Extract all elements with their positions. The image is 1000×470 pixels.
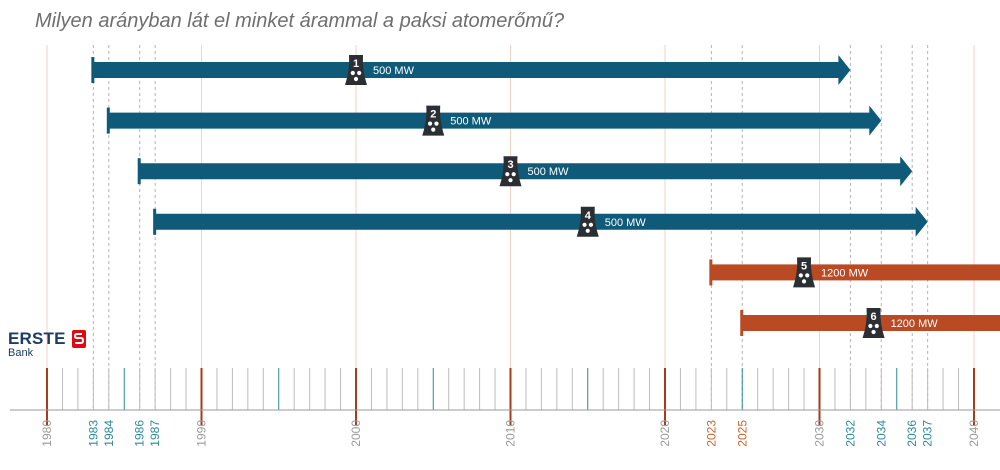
reactor-tower-icon	[499, 156, 522, 187]
reactor-tower-icon	[793, 257, 816, 288]
decade-tick-label: 2020	[658, 420, 672, 447]
radiation-symbol-icon	[871, 329, 876, 335]
logo-wordmark: ERSTE	[8, 329, 66, 348]
radiation-symbol-icon	[588, 222, 594, 227]
radiation-symbol-icon	[427, 121, 433, 126]
radiation-symbol-icon	[350, 70, 355, 76]
decade-tick-label: 1990	[195, 420, 209, 447]
decade-tick-label: 2010	[504, 420, 518, 447]
event-tick-label: 2034	[874, 420, 888, 447]
unit-bar	[711, 264, 1000, 281]
radiation-symbol-icon	[357, 70, 362, 76]
decade-tick-label: 2000	[349, 420, 363, 447]
radiation-symbol-icon	[585, 228, 590, 233]
event-tick-label: 1984	[102, 420, 116, 447]
event-tick-label: 2025	[735, 420, 749, 447]
radiation-symbol-icon	[874, 323, 879, 329]
bar-start-cap	[709, 259, 713, 286]
radiation-symbol-icon	[431, 127, 436, 132]
unit-bar-arrow	[93, 55, 851, 85]
radiation-symbol-icon	[801, 279, 807, 284]
bar-start-cap	[106, 107, 110, 134]
capacity-label: 1200 MW	[891, 318, 939, 330]
unit-number-label: 2	[430, 109, 436, 121]
erste-logo: ERSTE Bank	[8, 329, 86, 359]
bar-start-cap	[153, 208, 157, 235]
decade-tick-label: 1980	[40, 420, 54, 447]
unit-number-label: 4	[585, 210, 592, 222]
unit-bar-arrow	[108, 105, 882, 136]
radiation-symbol-icon	[582, 222, 587, 227]
event-tick-label: 2023	[704, 420, 718, 447]
capacity-label: 1200 MW	[821, 267, 869, 279]
logo-subtext: Bank	[8, 347, 34, 359]
radiation-symbol-icon	[868, 323, 873, 329]
reactor-tower-icon	[422, 105, 445, 136]
event-tick-label: 1983	[86, 420, 100, 447]
capacity-label: 500 MW	[528, 166, 570, 178]
radiation-symbol-icon	[353, 76, 359, 82]
radiation-symbol-icon	[505, 172, 510, 177]
unit-number-label: 3	[507, 159, 513, 171]
radiation-symbol-icon	[798, 273, 803, 278]
event-tick-label: 2037	[921, 420, 935, 447]
event-tick-label: 1986	[133, 420, 147, 447]
radiation-symbol-icon	[434, 121, 439, 126]
chart-title: Milyen arányban lát el minket árammal a …	[35, 10, 565, 32]
capacity-label: 500 MW	[450, 116, 492, 128]
decade-tick-label: 2030	[813, 420, 827, 447]
logo-s-mark-icon	[72, 330, 86, 348]
capacity-label: 500 MW	[605, 217, 647, 229]
unit-bar-arrow	[139, 156, 913, 187]
unit-number-label: 1	[353, 58, 359, 70]
unit-number-label: 6	[871, 311, 877, 323]
decade-tick-label: 2040	[967, 420, 981, 447]
bar-start-cap	[137, 158, 141, 185]
radiation-symbol-icon	[511, 172, 516, 177]
bar-start-cap	[91, 57, 95, 83]
reactor-tower-icon	[862, 308, 885, 338]
unit-bar-arrow	[155, 206, 928, 237]
reactor-tower-icon	[576, 206, 599, 237]
bar-start-cap	[740, 310, 744, 336]
event-tick-label: 2036	[905, 420, 919, 447]
radiation-symbol-icon	[805, 273, 810, 278]
radiation-symbol-icon	[508, 178, 513, 183]
event-tick-label: 1987	[148, 420, 162, 447]
reactor-tower-icon	[345, 55, 367, 85]
unit-number-label: 5	[801, 260, 807, 272]
capacity-label: 500 MW	[373, 65, 415, 77]
event-tick-label: 2032	[843, 420, 857, 447]
